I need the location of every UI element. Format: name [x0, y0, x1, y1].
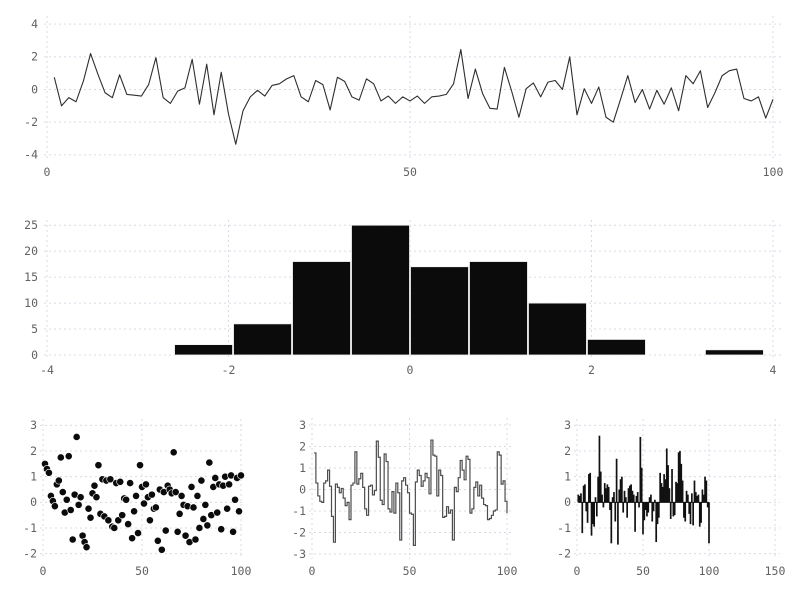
svg-text:2: 2: [30, 444, 37, 458]
svg-text:-2: -2: [292, 525, 306, 539]
svg-text:-4: -4: [24, 148, 38, 162]
svg-text:2: 2: [31, 50, 38, 64]
svg-text:4: 4: [770, 363, 777, 377]
svg-text:150: 150: [765, 564, 786, 578]
svg-text:50: 50: [636, 564, 650, 578]
svg-text:1: 1: [30, 469, 37, 483]
svg-text:-1: -1: [23, 521, 37, 535]
svg-text:4: 4: [31, 17, 38, 31]
svg-text:-4: -4: [40, 363, 54, 377]
svg-text:-1: -1: [292, 504, 306, 518]
svg-text:5: 5: [31, 322, 38, 336]
svg-text:0: 0: [309, 564, 316, 578]
svg-text:50: 50: [403, 564, 417, 578]
svg-text:0: 0: [31, 82, 38, 96]
svg-text:2: 2: [588, 363, 595, 377]
svg-text:0: 0: [299, 482, 306, 496]
svg-text:2: 2: [564, 444, 571, 458]
svg-text:-2: -2: [24, 115, 38, 129]
svg-text:25: 25: [24, 218, 38, 232]
svg-text:-2: -2: [557, 546, 571, 560]
svg-text:0: 0: [407, 363, 414, 377]
svg-text:1: 1: [299, 461, 306, 475]
svg-text:3: 3: [564, 418, 571, 432]
svg-text:-3: -3: [292, 547, 306, 561]
svg-text:0: 0: [44, 165, 51, 179]
svg-text:0: 0: [564, 495, 571, 509]
svg-text:100: 100: [699, 564, 720, 578]
svg-text:3: 3: [299, 418, 306, 432]
svg-text:20: 20: [24, 244, 38, 258]
svg-text:2: 2: [299, 439, 306, 453]
svg-text:100: 100: [231, 564, 252, 578]
svg-text:50: 50: [135, 564, 149, 578]
svg-text:0: 0: [574, 564, 581, 578]
svg-text:0: 0: [30, 495, 37, 509]
svg-text:-2: -2: [23, 546, 37, 560]
svg-text:-2: -2: [222, 363, 236, 377]
svg-text:15: 15: [24, 270, 38, 284]
svg-text:10: 10: [24, 296, 38, 310]
svg-text:0: 0: [40, 564, 47, 578]
svg-text:-1: -1: [557, 521, 571, 535]
svg-text:100: 100: [763, 165, 784, 179]
svg-text:0: 0: [31, 348, 38, 362]
svg-text:3: 3: [30, 418, 37, 432]
svg-text:50: 50: [403, 165, 417, 179]
svg-text:100: 100: [497, 564, 518, 578]
svg-text:1: 1: [564, 469, 571, 483]
